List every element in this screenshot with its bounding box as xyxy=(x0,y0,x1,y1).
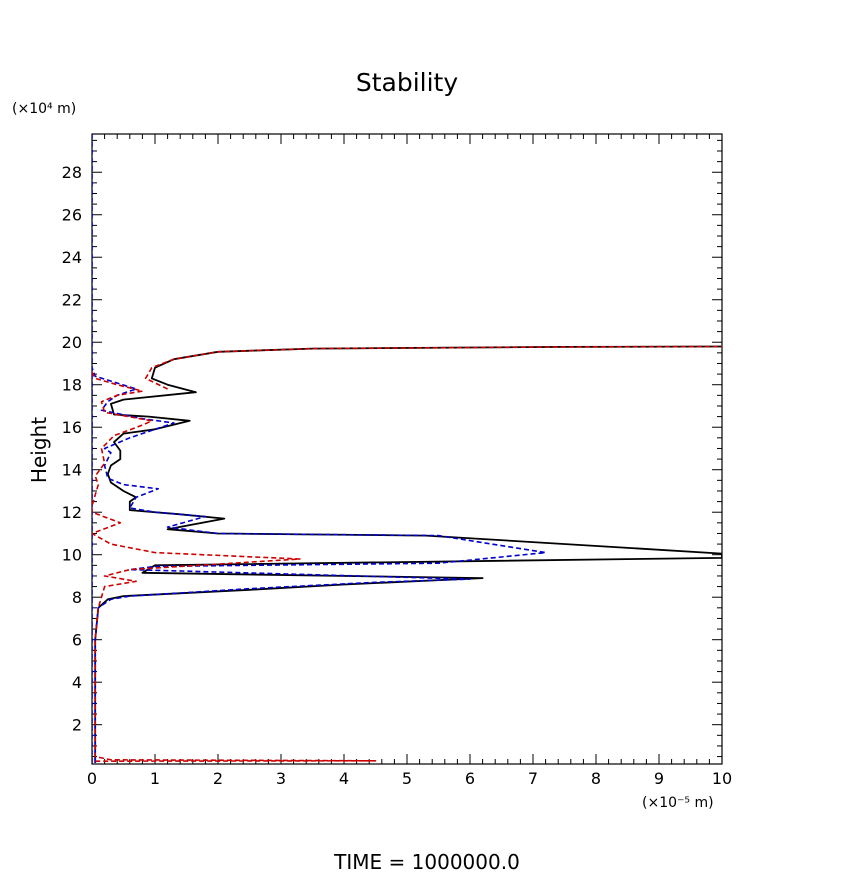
y-tick-label: 6 xyxy=(72,631,82,650)
y-axis-label: Height xyxy=(27,417,51,483)
y-tick-label: 28 xyxy=(62,163,82,182)
series-blue-dashed-profile xyxy=(92,367,547,763)
x-tick-label: 4 xyxy=(339,769,349,788)
y-tick-label: 10 xyxy=(62,546,82,565)
series-black-solid xyxy=(94,345,722,763)
x-tick-label: 7 xyxy=(528,769,538,788)
y-tick-label: 22 xyxy=(62,291,82,310)
y-tick-label: 20 xyxy=(62,333,82,352)
y-unit-label: (×10⁴ m) xyxy=(12,101,76,117)
x-tick-label: 9 xyxy=(654,769,664,788)
y-tick-label: 18 xyxy=(62,376,82,395)
y-tick-label: 8 xyxy=(72,588,82,607)
x-tick-label: 8 xyxy=(591,769,601,788)
x-tick-label: 5 xyxy=(402,769,412,788)
x-tick-label: 3 xyxy=(276,769,286,788)
time-footer: TIME = 1000000.0 xyxy=(333,850,520,874)
y-tick-label: 14 xyxy=(62,461,82,480)
y-tick-label: 24 xyxy=(62,248,82,267)
y-tick-label: 4 xyxy=(72,673,82,692)
series-red-dashed-top xyxy=(144,345,722,390)
x-tick-label: 6 xyxy=(465,769,475,788)
series-red-dashed xyxy=(92,371,377,763)
x-unit-label: (×10⁻⁵ m) xyxy=(642,795,714,811)
x-tick-label: 0 xyxy=(87,769,97,788)
y-tick-label: 12 xyxy=(62,503,82,522)
chart-title: Stability xyxy=(356,68,459,97)
y-tick-label: 26 xyxy=(62,206,82,225)
plot-frame xyxy=(91,133,723,765)
x-tick-label: 1 xyxy=(150,769,160,788)
y-tick-label: 16 xyxy=(62,418,82,437)
x-tick-label: 2 xyxy=(213,769,223,788)
y-tick-label: 2 xyxy=(72,716,82,735)
x-tick-label: 10 xyxy=(712,769,732,788)
